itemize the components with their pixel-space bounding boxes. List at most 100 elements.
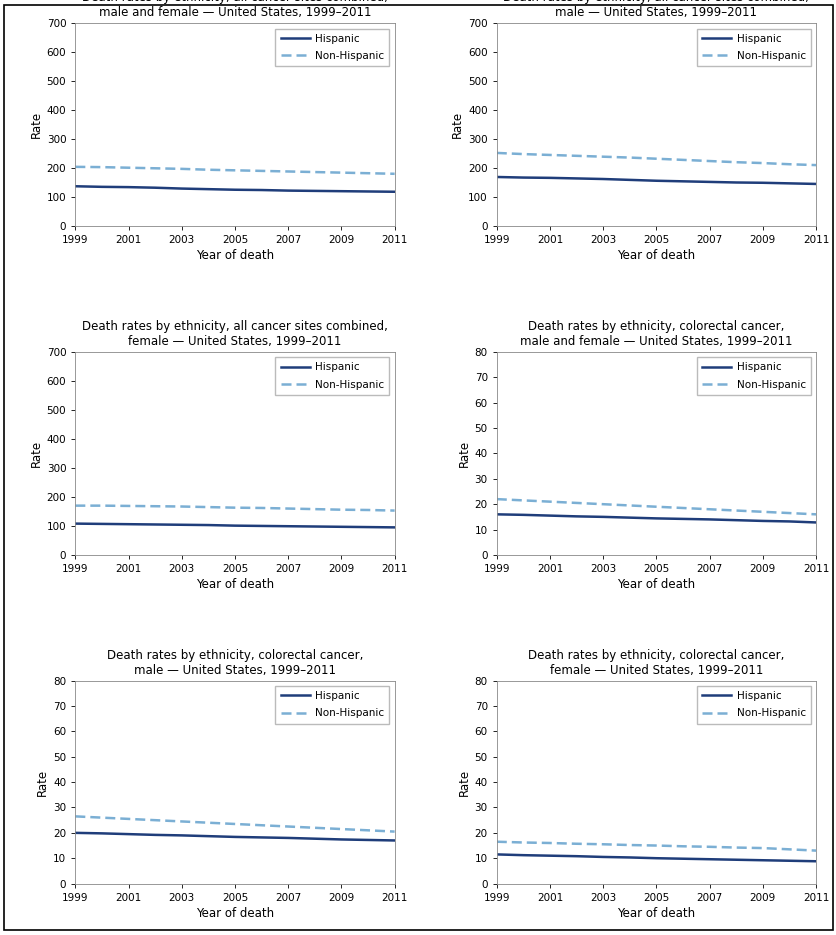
Y-axis label: Rate: Rate: [29, 111, 43, 138]
Hispanic: [731, 177, 741, 188]
Hispanic: [203, 183, 213, 194]
Non-Hispanic: [70, 500, 80, 511]
Line: Non-Hispanic: Non-Hispanic: [497, 842, 815, 851]
Hispanic: [810, 517, 820, 528]
Non-Hispanic: [544, 150, 554, 161]
Hispanic: [150, 182, 160, 194]
Line: Hispanic: Hispanic: [75, 833, 394, 841]
Hispanic: [517, 510, 528, 521]
Non-Hispanic: [571, 497, 581, 509]
Legend: Hispanic, Non-Hispanic: Hispanic, Non-Hispanic: [696, 686, 810, 724]
Non-Hispanic: [624, 500, 634, 511]
Hispanic: [544, 172, 554, 183]
Hispanic: [544, 850, 554, 861]
Hispanic: [650, 512, 660, 524]
Y-axis label: Rate: Rate: [457, 769, 470, 796]
Non-Hispanic: [810, 845, 820, 856]
Non-Hispanic: [492, 836, 502, 847]
Hispanic: [677, 176, 687, 187]
Non-Hispanic: [389, 168, 399, 180]
Legend: Hispanic, Non-Hispanic: Hispanic, Non-Hispanic: [275, 686, 389, 724]
Non-Hispanic: [309, 504, 319, 515]
Title: Death rates by ethnicity, all cancer sites combined,
female — United States, 199: Death rates by ethnicity, all cancer sit…: [82, 320, 387, 348]
Non-Hispanic: [492, 148, 502, 159]
Hispanic: [677, 853, 687, 864]
Hispanic: [97, 181, 107, 193]
Hispanic: [257, 184, 267, 195]
Non-Hispanic: [389, 505, 399, 516]
Non-Hispanic: [650, 840, 660, 851]
Hispanic: [704, 177, 714, 188]
Hispanic: [176, 183, 186, 194]
Hispanic: [624, 174, 634, 185]
Non-Hispanic: [150, 500, 160, 511]
Non-Hispanic: [283, 165, 293, 177]
Non-Hispanic: [203, 501, 213, 512]
Hispanic: [176, 829, 186, 841]
Non-Hispanic: [624, 152, 634, 164]
Title: Death rates by ethnicity, colorectal cancer,
male and female — United States, 19: Death rates by ethnicity, colorectal can…: [519, 320, 792, 348]
Non-Hispanic: [363, 825, 373, 836]
Hispanic: [677, 513, 687, 525]
Hispanic: [757, 177, 767, 188]
Non-Hispanic: [704, 155, 714, 166]
Y-axis label: Rate: Rate: [457, 439, 470, 468]
X-axis label: Year of death: Year of death: [617, 250, 695, 263]
Non-Hispanic: [598, 498, 608, 510]
Line: Hispanic: Hispanic: [497, 514, 815, 523]
Non-Hispanic: [176, 816, 186, 827]
Non-Hispanic: [704, 504, 714, 515]
Hispanic: [230, 184, 240, 195]
Hispanic: [363, 186, 373, 197]
Line: Hispanic: Hispanic: [497, 855, 815, 861]
Non-Hispanic: [598, 151, 608, 163]
Non-Hispanic: [283, 503, 293, 514]
Hispanic: [731, 855, 741, 866]
Non-Hispanic: [230, 818, 240, 829]
Hispanic: [598, 173, 608, 184]
Non-Hispanic: [283, 821, 293, 832]
Non-Hispanic: [677, 841, 687, 852]
Hispanic: [810, 179, 820, 190]
Non-Hispanic: [704, 842, 714, 853]
Hispanic: [571, 511, 581, 522]
Non-Hispanic: [389, 826, 399, 837]
Non-Hispanic: [363, 167, 373, 179]
Non-Hispanic: [731, 842, 741, 853]
Non-Hispanic: [677, 502, 687, 513]
Non-Hispanic: [544, 496, 554, 508]
Non-Hispanic: [598, 839, 608, 850]
Legend: Hispanic, Non-Hispanic: Hispanic, Non-Hispanic: [275, 357, 389, 395]
Non-Hispanic: [97, 812, 107, 823]
Non-Hispanic: [650, 501, 660, 512]
Non-Hispanic: [150, 814, 160, 826]
Hispanic: [571, 851, 581, 862]
Non-Hispanic: [309, 166, 319, 178]
Non-Hispanic: [203, 817, 213, 828]
Hispanic: [230, 520, 240, 531]
Legend: Hispanic, Non-Hispanic: Hispanic, Non-Hispanic: [696, 357, 810, 395]
Hispanic: [598, 852, 608, 863]
X-axis label: Year of death: Year of death: [196, 907, 273, 920]
Hispanic: [363, 834, 373, 845]
Non-Hispanic: [544, 838, 554, 849]
Line: Non-Hispanic: Non-Hispanic: [497, 499, 815, 514]
Non-Hispanic: [230, 165, 240, 176]
Hispanic: [257, 832, 267, 843]
Line: Hispanic: Hispanic: [75, 524, 394, 527]
Hispanic: [309, 833, 319, 844]
Hispanic: [230, 831, 240, 842]
Hispanic: [336, 521, 346, 532]
Hispanic: [624, 852, 634, 863]
Non-Hispanic: [257, 502, 267, 513]
Hispanic: [389, 522, 399, 533]
Legend: Hispanic, Non-Hispanic: Hispanic, Non-Hispanic: [696, 29, 810, 66]
Non-Hispanic: [517, 495, 528, 506]
Non-Hispanic: [257, 165, 267, 177]
Non-Hispanic: [230, 502, 240, 513]
Non-Hispanic: [363, 504, 373, 515]
Non-Hispanic: [97, 500, 107, 511]
Non-Hispanic: [70, 811, 80, 822]
Non-Hispanic: [517, 837, 528, 848]
Hispanic: [783, 856, 793, 867]
